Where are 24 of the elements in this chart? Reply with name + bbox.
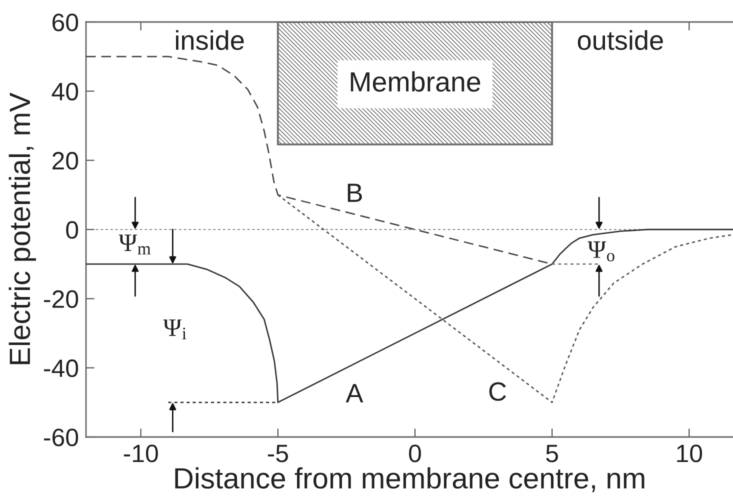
x-tick-label: 10 (677, 444, 702, 462)
y-tick-label: 20 (52, 152, 78, 170)
y-tick-label: -60 (44, 428, 78, 446)
annotation: Ψ$_{i}$ (163, 319, 186, 340)
y-tick-label: -20 (44, 290, 78, 308)
x-tick-label: -5 (268, 444, 288, 462)
y-tick-label: 40 (52, 82, 78, 100)
x-axis-title: Distance from membrane centre, nm (175, 467, 644, 492)
annotation: B (348, 184, 362, 202)
band-label: Membrane (350, 71, 480, 92)
y-axis-title: Electric potential, mV (8, 92, 36, 364)
line-series (86, 228, 733, 404)
x-tick-label: -10 (124, 444, 158, 462)
annotation: Ψ$_{m}$ (118, 234, 151, 254)
annotation: C (489, 382, 506, 401)
annotation: inside (176, 30, 244, 50)
annotation: A (346, 384, 364, 402)
x-tick-label: 0 (409, 444, 421, 462)
y-tick-label: 0 (66, 221, 78, 239)
annotation: outside (578, 30, 663, 50)
y-tick-label: -40 (44, 359, 78, 378)
x-tick-label: 5 (546, 444, 558, 462)
annotation: Ψ$_{o}$ (588, 241, 614, 262)
y-tick-label: 60 (52, 14, 78, 32)
